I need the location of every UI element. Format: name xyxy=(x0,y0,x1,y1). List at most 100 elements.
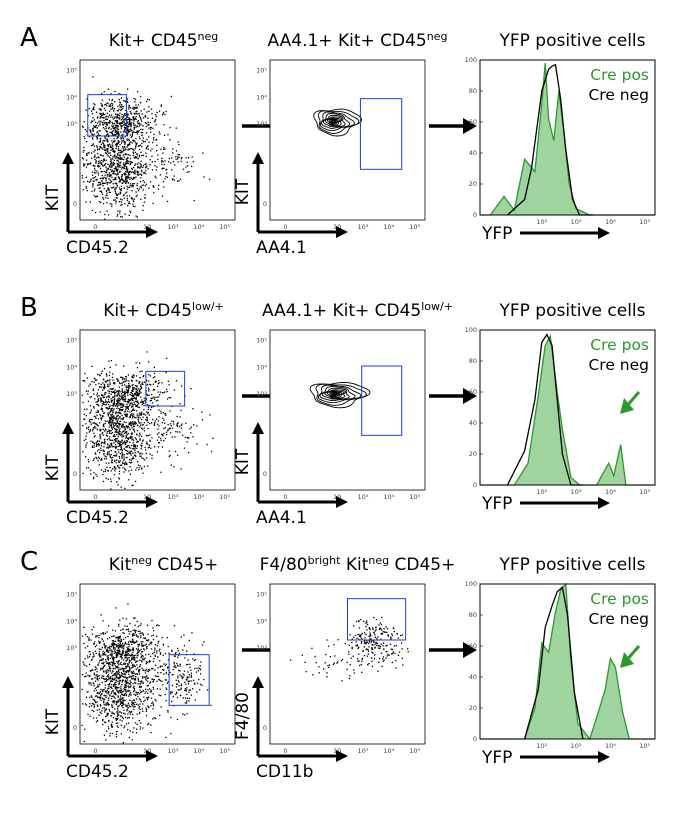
scatter-point xyxy=(181,677,183,680)
scatter-point xyxy=(99,154,101,156)
scatter-point xyxy=(158,432,160,434)
scatter-point xyxy=(122,417,124,419)
scatter-point xyxy=(113,400,116,402)
scatter-point xyxy=(101,677,103,679)
scatter-point xyxy=(109,121,111,123)
scatter-point xyxy=(145,125,147,128)
scatter-point xyxy=(185,679,187,681)
scatter-point xyxy=(121,391,124,393)
scatter-point xyxy=(92,143,94,145)
scatter-point xyxy=(106,102,108,104)
scatter-point xyxy=(125,694,128,696)
scatter-point xyxy=(118,649,120,652)
scatter-point xyxy=(142,180,144,182)
scatter-point xyxy=(106,194,108,197)
scatter-point xyxy=(95,417,97,419)
scatter-point xyxy=(136,142,138,144)
scatter-point xyxy=(133,125,135,127)
scatter-point xyxy=(115,178,117,181)
scatter-point xyxy=(101,395,103,397)
scatter-point xyxy=(123,114,126,116)
scatter-point xyxy=(344,642,346,645)
scatter-point xyxy=(101,370,103,372)
scatter-point xyxy=(93,145,96,147)
scatter-point xyxy=(119,112,121,114)
scatter-point xyxy=(146,624,149,626)
scatter-point xyxy=(109,735,111,737)
scatter-point xyxy=(125,131,127,133)
scatter-point xyxy=(120,127,123,129)
scatter-point xyxy=(122,699,124,702)
scatter-point xyxy=(140,722,142,724)
scatter-point xyxy=(375,643,377,645)
scatter-point xyxy=(136,467,138,469)
scatter-point xyxy=(140,455,142,457)
scatter-point xyxy=(184,436,187,438)
scatter-point xyxy=(101,432,104,434)
scatter-point xyxy=(163,669,165,671)
scatter-point xyxy=(134,397,136,400)
scatter-point xyxy=(89,129,92,132)
scatter-point xyxy=(135,380,137,382)
contour-lines xyxy=(313,108,363,137)
scatter-point xyxy=(133,394,135,396)
scatter-point xyxy=(126,98,129,100)
scatter-point xyxy=(134,642,136,644)
scatter-point xyxy=(111,661,113,663)
scatter-point xyxy=(111,203,113,205)
scatter-point xyxy=(114,101,116,103)
scatter-point xyxy=(123,167,125,170)
scatter-point xyxy=(117,638,120,640)
scatter-point xyxy=(133,198,136,200)
scatter-point xyxy=(194,699,196,701)
x-tick-label: 10³ xyxy=(168,223,179,231)
scatter-point xyxy=(142,681,144,683)
scatter-point xyxy=(395,667,397,669)
plot1-xlabel: CD45.2 xyxy=(66,238,129,258)
scatter-point xyxy=(100,407,103,409)
scatter-point xyxy=(364,637,366,639)
scatter-point xyxy=(143,172,145,174)
scatter-point xyxy=(117,125,119,127)
scatter-point xyxy=(136,692,138,694)
scatter-point xyxy=(113,134,116,136)
scatter-point xyxy=(92,422,94,424)
scatter-point xyxy=(100,648,102,650)
scatter-point xyxy=(107,687,109,690)
scatter-point xyxy=(125,629,128,631)
scatter-point xyxy=(140,124,142,126)
scatter-point xyxy=(131,394,133,397)
scatter-point xyxy=(161,392,164,394)
scatter-point xyxy=(177,689,179,691)
scatter-point xyxy=(122,146,124,148)
scatter-point xyxy=(96,441,98,443)
scatter-point xyxy=(116,437,119,440)
scatter-point xyxy=(130,119,132,121)
scatter-point xyxy=(106,202,108,204)
scatter-point xyxy=(374,636,377,638)
scatter-point xyxy=(127,392,129,394)
x-tick-label: 10³ xyxy=(168,493,179,501)
scatter-point xyxy=(88,136,90,138)
scatter-point xyxy=(128,117,130,119)
scatter-point xyxy=(140,386,143,388)
scatter-point xyxy=(125,665,127,668)
scatter-point xyxy=(183,670,186,672)
scatter-point xyxy=(152,668,154,670)
scatter-point xyxy=(169,127,171,129)
scatter-point xyxy=(129,415,132,417)
scatter-point xyxy=(92,698,94,701)
scatter-point xyxy=(87,674,89,677)
scatter-point xyxy=(131,448,134,450)
scatter-point xyxy=(114,182,116,184)
scatter-point xyxy=(208,178,211,180)
plot3-title: YFP positive cells xyxy=(498,31,645,51)
scatter-point xyxy=(111,461,113,464)
scatter-point xyxy=(312,674,314,676)
scatter-point xyxy=(192,161,194,163)
scatter-point xyxy=(109,683,111,685)
scatter-point xyxy=(134,101,136,103)
scatter-point xyxy=(177,422,179,424)
scatter-point xyxy=(123,197,126,199)
scatter-point xyxy=(96,117,99,119)
